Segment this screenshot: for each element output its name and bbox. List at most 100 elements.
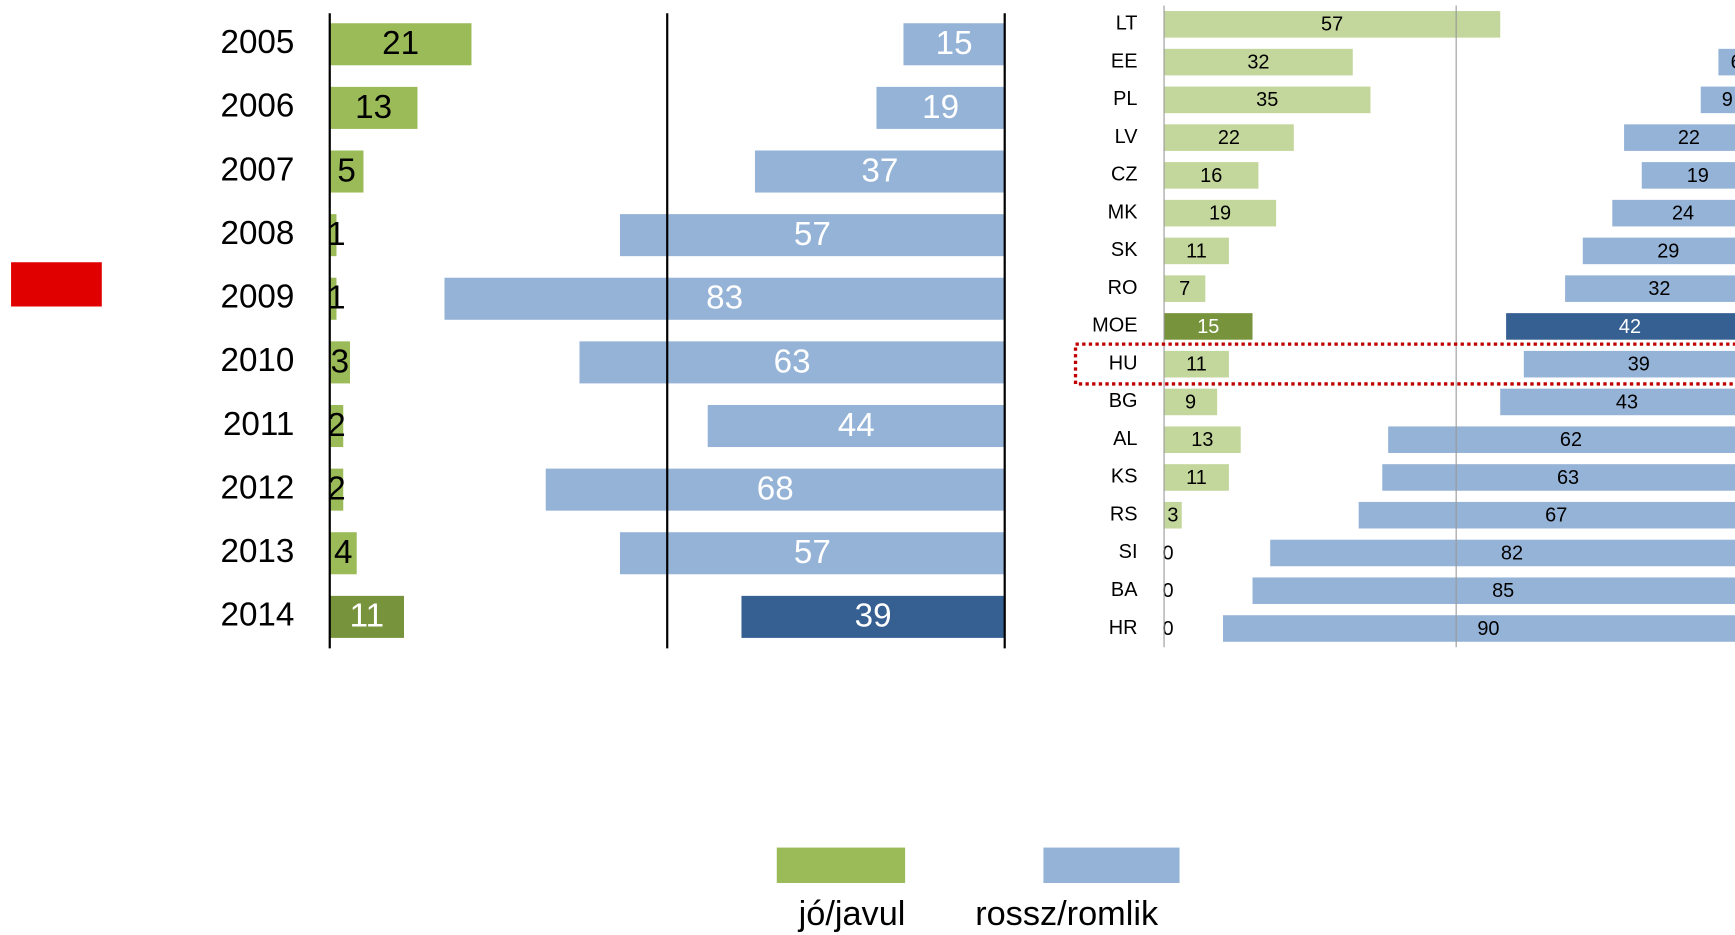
data-label: 5 [337,152,355,189]
data-label: 82 [1501,542,1523,564]
category-label: RO [1108,277,1138,299]
bar [1164,237,1229,265]
bar [1164,11,1501,38]
category-label: SI [1119,541,1138,563]
category-label: 2006 [220,88,294,125]
category-label: SK [1111,239,1138,261]
data-label: 19 [922,89,959,126]
category-label: BA [1111,579,1138,601]
bar [1582,237,1735,265]
legend-label: jó/javul [798,895,906,933]
category-label: RS [1110,503,1138,525]
category-label: LV [1115,126,1139,148]
bar [1164,501,1182,529]
data-label: 2 [327,471,345,508]
data-label: 35 [1256,89,1278,111]
data-label: 11 [1186,240,1207,262]
data-label: 3 [1167,505,1178,527]
data-label: 0 [1162,542,1173,564]
bar [329,86,418,129]
bar [1252,577,1735,605]
bar [1388,426,1735,453]
data-label: 6 [1731,51,1735,73]
data-label: 1 [327,216,345,253]
bar [1164,162,1259,189]
data-label: 22 [1218,127,1240,149]
data-label: 24 [1672,203,1694,225]
bar [1164,275,1206,302]
bar [1565,275,1735,302]
bar [1506,313,1735,340]
data-label: 19 [1209,203,1231,225]
category-label: 2014 [220,597,294,634]
bar [1500,388,1735,416]
category-label: PL [1113,88,1137,110]
bar [741,595,1005,638]
data-label: 57 [794,534,831,571]
data-label: 7 [1179,278,1190,300]
data-label: 62 [1560,429,1582,451]
data-label: 9 [1722,89,1733,111]
data-label: 2 [327,407,345,444]
category-label: 2012 [220,469,294,506]
category-label: 2013 [220,533,294,570]
bar [1223,615,1735,642]
data-label: 29 [1657,240,1679,262]
bar [619,532,1005,575]
category-label: LT [1116,13,1138,35]
data-label: 22 [1678,127,1700,149]
data-label: 13 [355,89,392,126]
data-label: 63 [774,343,811,380]
bar [619,214,1005,257]
legend-label: rossz/romlik [975,895,1159,933]
marker [11,262,102,307]
bar [1164,124,1294,151]
bar [444,277,1005,320]
data-label: 32 [1247,51,1269,73]
bar [1164,464,1229,491]
bar [545,468,1005,511]
bar [1164,426,1241,453]
bar [1700,86,1735,114]
category-label: 2011 [223,406,294,443]
bar [1624,124,1735,151]
bar [1358,501,1735,529]
bar [329,404,344,448]
bar [1382,464,1735,491]
data-label: 1 [327,280,345,317]
data-label: 16 [1200,165,1222,187]
data-label: 67 [1545,505,1567,527]
legend-swatch [776,847,906,883]
data-label: 68 [757,471,794,508]
bar [707,404,1005,448]
data-label: 42 [1619,316,1641,338]
bar [1164,350,1229,378]
data-label: 15 [936,25,973,62]
category-label: 2005 [220,24,294,61]
bar [1718,48,1735,76]
bar [1641,162,1735,189]
data-label: 63 [1557,467,1579,489]
data-label: 57 [794,216,831,253]
bar [1164,86,1371,114]
bar [329,532,357,575]
category-label: AL [1113,428,1137,450]
category-label: HU [1109,352,1138,374]
bar [1523,350,1735,378]
data-label: 90 [1477,618,1499,640]
data-label: 11 [1186,354,1207,376]
data-label: 44 [838,407,875,444]
data-label: 85 [1492,580,1514,602]
bar [876,86,1005,129]
bar [1164,388,1218,416]
bar [329,277,337,320]
bar [329,214,337,257]
data-label: 0 [1162,618,1173,640]
category-label: CZ [1111,164,1138,186]
category-label: MOE [1092,315,1137,337]
data-label: 21 [382,25,419,62]
bar [329,468,344,511]
data-label: 57 [1321,14,1343,36]
category-label: KS [1111,466,1138,488]
